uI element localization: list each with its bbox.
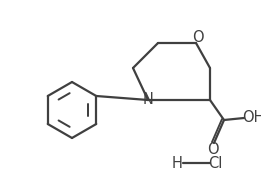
Text: O: O (207, 142, 219, 158)
Text: OH: OH (242, 111, 261, 126)
Text: H: H (171, 155, 182, 170)
Text: O: O (192, 31, 204, 45)
Text: N: N (143, 93, 153, 108)
Text: Cl: Cl (208, 155, 222, 170)
